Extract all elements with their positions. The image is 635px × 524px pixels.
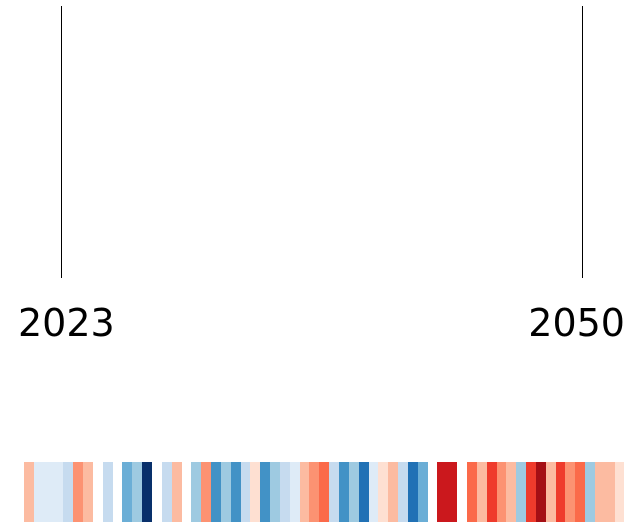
stripe bbox=[211, 462, 221, 522]
stripe bbox=[73, 462, 84, 522]
stripe bbox=[309, 462, 320, 522]
stripe bbox=[43, 462, 54, 522]
end-year-label: 2050 bbox=[528, 301, 625, 345]
stripe bbox=[466, 462, 477, 522]
stripe bbox=[102, 462, 113, 522]
stripe bbox=[378, 462, 389, 522]
stripe bbox=[486, 462, 497, 522]
stripe bbox=[201, 462, 212, 522]
stripe bbox=[112, 462, 123, 522]
stripe bbox=[83, 462, 93, 522]
stripe bbox=[614, 462, 625, 522]
stripe bbox=[161, 462, 172, 522]
stripe bbox=[181, 462, 192, 522]
stripe bbox=[319, 462, 330, 522]
stripe bbox=[348, 462, 359, 522]
stripe bbox=[368, 462, 379, 522]
stripe bbox=[220, 462, 231, 522]
stripe bbox=[565, 462, 576, 522]
stripe bbox=[358, 462, 369, 522]
stripe bbox=[270, 462, 280, 522]
stripe bbox=[250, 462, 261, 522]
stripe bbox=[457, 462, 467, 522]
stripe bbox=[496, 462, 507, 522]
stripe bbox=[122, 462, 133, 522]
stripe bbox=[575, 462, 586, 522]
stripe bbox=[142, 462, 152, 522]
stripe bbox=[230, 462, 241, 522]
stripe bbox=[279, 462, 290, 522]
stripe bbox=[24, 462, 34, 522]
stripe bbox=[63, 462, 74, 522]
stripe bbox=[506, 462, 517, 522]
stripe bbox=[151, 462, 162, 522]
stripe bbox=[476, 462, 487, 522]
stripe bbox=[329, 462, 339, 522]
stripe bbox=[289, 462, 300, 522]
stripe bbox=[526, 462, 536, 522]
stripe bbox=[299, 462, 310, 522]
start-year-label: 2023 bbox=[18, 301, 115, 345]
stripe bbox=[398, 462, 408, 522]
end-marker-line bbox=[582, 6, 583, 278]
stripe bbox=[191, 462, 202, 522]
stripe bbox=[555, 462, 566, 522]
stripe bbox=[407, 462, 418, 522]
stripe bbox=[545, 462, 556, 522]
stripe bbox=[516, 462, 527, 522]
stripe bbox=[585, 462, 595, 522]
stripe bbox=[33, 462, 44, 522]
stripe bbox=[437, 462, 448, 522]
stripe bbox=[260, 462, 271, 522]
stripe bbox=[447, 462, 458, 522]
stripe bbox=[339, 462, 349, 522]
stripe bbox=[604, 462, 615, 522]
warming-stripes bbox=[24, 462, 625, 522]
stripe bbox=[417, 462, 428, 522]
stripe bbox=[427, 462, 438, 522]
stripe bbox=[92, 462, 103, 522]
stripe bbox=[594, 462, 605, 522]
stripe bbox=[388, 462, 399, 522]
stripe bbox=[53, 462, 64, 522]
stripe bbox=[240, 462, 251, 522]
stripe bbox=[171, 462, 182, 522]
stripe bbox=[132, 462, 143, 522]
stripe bbox=[535, 462, 546, 522]
start-marker-line bbox=[61, 6, 62, 278]
